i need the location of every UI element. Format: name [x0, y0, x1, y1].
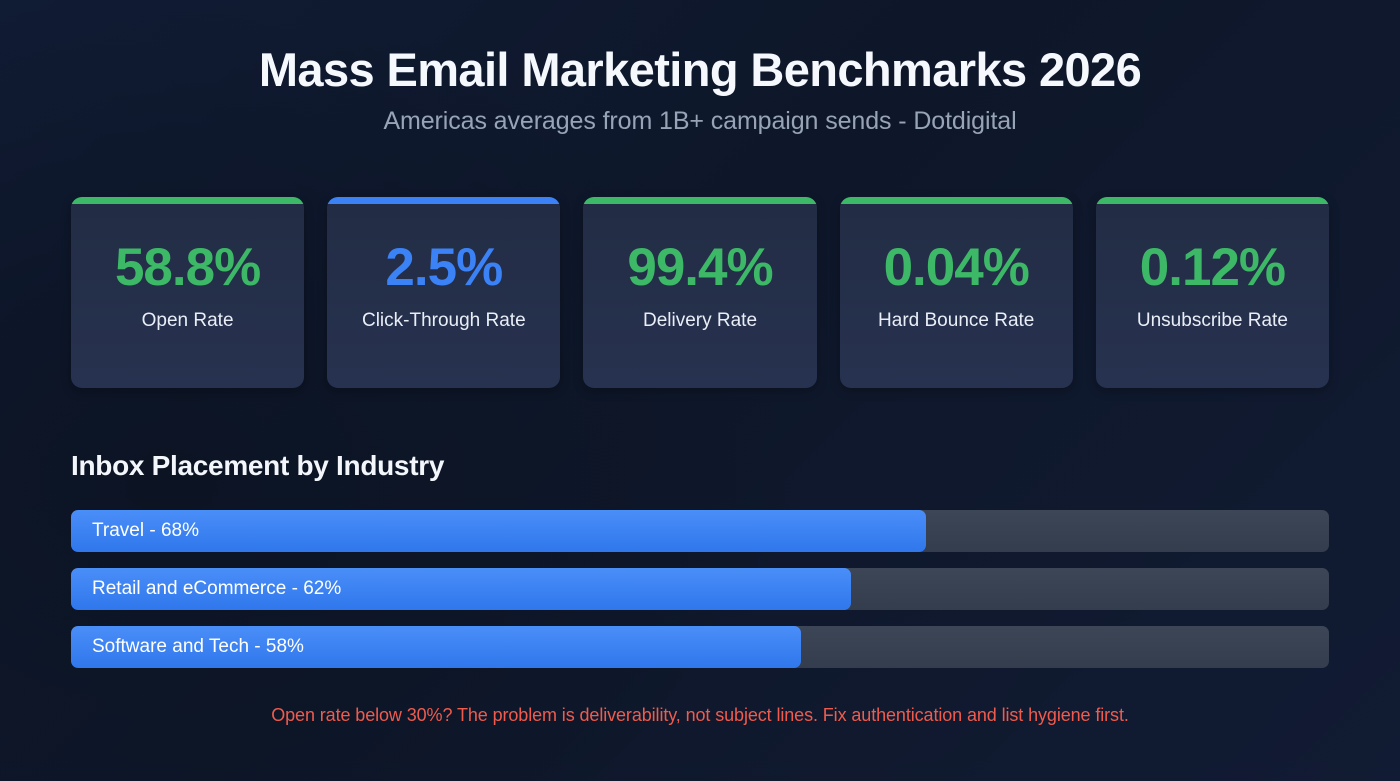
bar-label: Retail and eCommerce - 62% [92, 578, 342, 599]
stat-card: 2.5% Click-Through Rate [327, 197, 561, 388]
header: Mass Email Marketing Benchmarks 2026 Ame… [0, 0, 1400, 136]
stat-card-group: 58.8% Open Rate 2.5% Click-Through Rate 99.4… [71, 197, 1330, 388]
section-heading: Inbox Placement by Industry [71, 450, 445, 481]
bar-row: Travel - 68% [71, 510, 1329, 552]
bar-row: Software and Tech - 58% [71, 626, 1329, 668]
stat-value: 2.5% [385, 238, 503, 297]
stat-accent-bar [1095, 197, 1330, 204]
industry-bar-chart: Travel - 68% Retail and eCommerce - 62% So… [71, 510, 1329, 684]
bar-label: Software and Tech - 58% [92, 636, 304, 657]
page-title: Mass Email Marketing Benchmarks 2026 [258, 43, 1142, 96]
stat-label: Hard Bounce Rate [878, 310, 1035, 331]
stat-label: Delivery Rate [642, 310, 758, 331]
stat-label: Click-Through Rate [361, 310, 526, 331]
stat-accent-bar [839, 197, 1073, 204]
bar-label: Travel - 68% [92, 520, 199, 541]
bar-fill: Software and Tech - 58% [71, 626, 801, 668]
stat-card: 99.4% Delivery Rate [583, 197, 817, 388]
stat-value: 99.4% [627, 238, 773, 297]
stat-accent-bar [583, 197, 817, 204]
stat-card: 58.8% Open Rate [71, 197, 305, 388]
stat-label: Unsubscribe Rate [1136, 310, 1288, 331]
bar-fill: Retail and eCommerce - 62% [71, 568, 851, 610]
stat-value: 0.04% [883, 238, 1030, 297]
stat-card: 0.12% Unsubscribe Rate [1095, 197, 1330, 388]
bar-row: Retail and eCommerce - 62% [71, 568, 1329, 610]
bar-track: Travel - 68% [71, 510, 1329, 552]
bar-fill: Travel - 68% [71, 510, 927, 552]
stat-accent-bar [71, 197, 305, 204]
stat-value: 0.12% [1139, 238, 1286, 297]
bar-track: Software and Tech - 58% [71, 626, 1329, 668]
stat-card: 0.04% Hard Bounce Rate [839, 197, 1073, 388]
page-subtitle: Americas averages from 1B+ campaign send… [383, 106, 1017, 135]
stat-label: Open Rate [141, 310, 234, 331]
bar-track: Retail and eCommerce - 62% [71, 568, 1329, 610]
stat-value: 58.8% [114, 238, 261, 297]
stat-accent-bar [327, 197, 561, 204]
footer-note: Open rate below 30%? The problem is deli… [271, 705, 1129, 725]
